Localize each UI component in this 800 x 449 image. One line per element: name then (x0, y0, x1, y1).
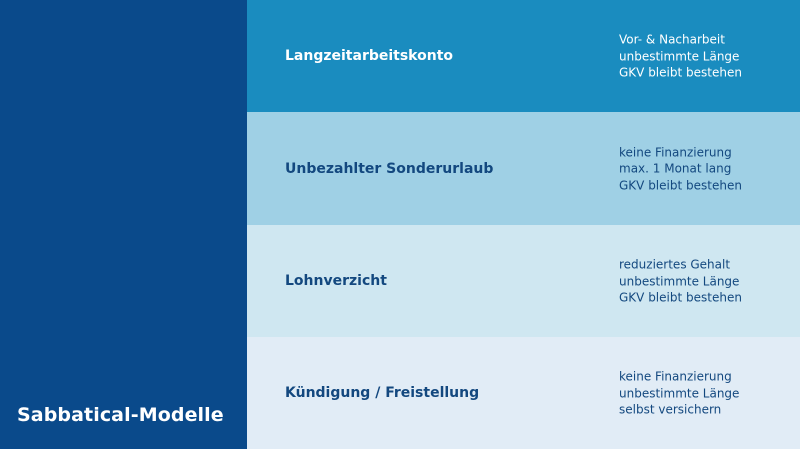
model-details: keine Finanzierung max. 1 Monat lang GKV… (619, 144, 742, 194)
model-detail-line: max. 1 Monat lang (619, 161, 732, 176)
model-row-sonderurlaub: Unbezahlter Sonderurlaub keine Finanzier… (247, 112, 800, 225)
model-details: keine Finanzierung unbestimmte Länge sel… (619, 368, 739, 418)
model-detail-line: reduziertes Gehalt (619, 257, 731, 272)
model-row-kuendigung: Kündigung / Freistellung keine Finanzier… (247, 337, 800, 449)
model-detail-line: GKV bleibt bestehen (619, 290, 742, 305)
model-row-langzeitarbeitskonto: Langzeitarbeitskonto Vor- & Nacharbeit u… (247, 0, 800, 112)
model-detail-line: unbestimmte Länge (619, 48, 740, 63)
model-detail-line: GKV bleibt bestehen (619, 65, 742, 80)
model-detail-line: Vor- & Nacharbeit (619, 32, 725, 47)
model-detail-line: GKV bleibt bestehen (619, 177, 742, 192)
model-name: Unbezahlter Sonderurlaub (285, 160, 494, 177)
model-name: Langzeitarbeitskonto (285, 48, 454, 64)
model-details: reduziertes Gehalt unbestimmte Länge GKV… (619, 256, 742, 306)
model-detail-line: unbestimmte Länge (619, 385, 740, 400)
model-detail-line: keine Finanzierung (619, 369, 732, 384)
model-details: Vor- & Nacharbeit unbestimmte Länge GKV … (619, 31, 742, 81)
model-list: Langzeitarbeitskonto Vor- & Nacharbeit u… (247, 0, 800, 449)
model-detail-line: unbestimmte Länge (619, 273, 740, 288)
model-detail-line: keine Finanzierung (619, 144, 732, 159)
model-name: Kündigung / Freistellung (285, 385, 480, 401)
model-name: Lohnverzicht (285, 273, 387, 289)
sidebar-panel: Sabbatical-Modelle (0, 0, 247, 449)
model-detail-line: selbst versichern (619, 402, 722, 417)
model-row-lohnverzicht: Lohnverzicht reduziertes Gehalt unbestim… (247, 225, 800, 337)
slide-title: Sabbatical-Modelle (17, 404, 224, 426)
